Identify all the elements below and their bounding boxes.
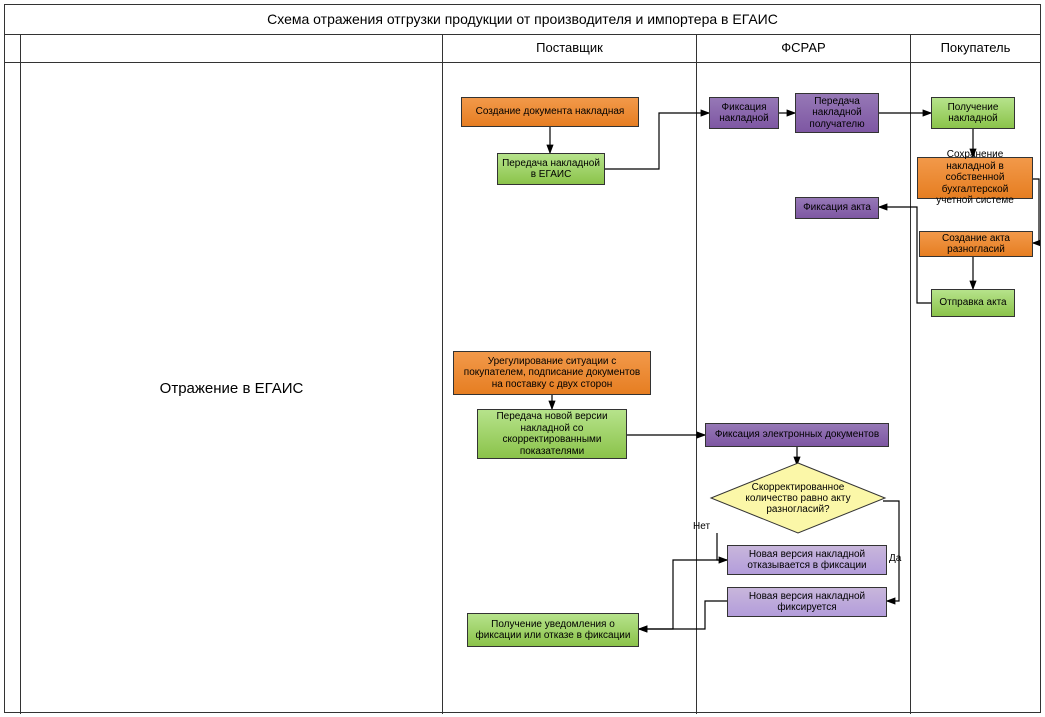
flow-node-n7: Фиксация акта xyxy=(795,197,879,219)
header-buyer: Покупатель xyxy=(911,35,1040,62)
header-spacer-2 xyxy=(21,35,443,62)
header-fsrar: ФСРАР xyxy=(697,35,911,62)
diagram-title: Схема отражения отгрузки продукции от пр… xyxy=(5,5,1040,35)
flow-node-n2: Передача накладной в ЕГАИС xyxy=(497,153,605,185)
flow-node-n15: Новая версия накладной фиксируется xyxy=(727,587,887,617)
header-spacer-1 xyxy=(5,35,21,62)
flow-node-n3: Фиксация накладной xyxy=(709,97,779,129)
flow-node-n12: Фиксация электронных документов xyxy=(705,423,889,447)
flow-node-n4: Передача накладной получателю xyxy=(795,93,879,133)
flow-node-n10: Урегулирование ситуации с покупателем, п… xyxy=(453,351,651,395)
edge-label-no: Нет xyxy=(693,521,710,532)
flow-node-n8: Создание акта разногласий xyxy=(919,231,1033,257)
edge-label-yes: Да xyxy=(889,553,901,564)
header-row: Поставщик ФСРАР Покупатель xyxy=(5,35,1040,63)
flow-node-n6: Сохранение накладной в собственной бухга… xyxy=(917,157,1033,199)
flow-node-n14: Новая версия накладной отказывается в фи… xyxy=(727,545,887,575)
flow-node-n1: Создание документа накладная xyxy=(461,97,639,127)
diagram-container: Схема отражения отгрузки продукции от пр… xyxy=(4,4,1041,713)
swimlane-title: Отражение в ЕГАИС xyxy=(21,63,443,714)
flow-node-n5: Получение накладной xyxy=(931,97,1015,129)
lane-margin xyxy=(5,63,21,714)
flow-node-n9: Отправка акта xyxy=(931,289,1015,317)
decision-d1: Скорректированное количество равно акту … xyxy=(711,463,885,533)
header-supplier: Поставщик xyxy=(443,35,697,62)
flow-node-n11: Передача новой версии накладной со скорр… xyxy=(477,409,627,459)
flow-node-n16: Получение уведомления о фиксации или отк… xyxy=(467,613,639,647)
